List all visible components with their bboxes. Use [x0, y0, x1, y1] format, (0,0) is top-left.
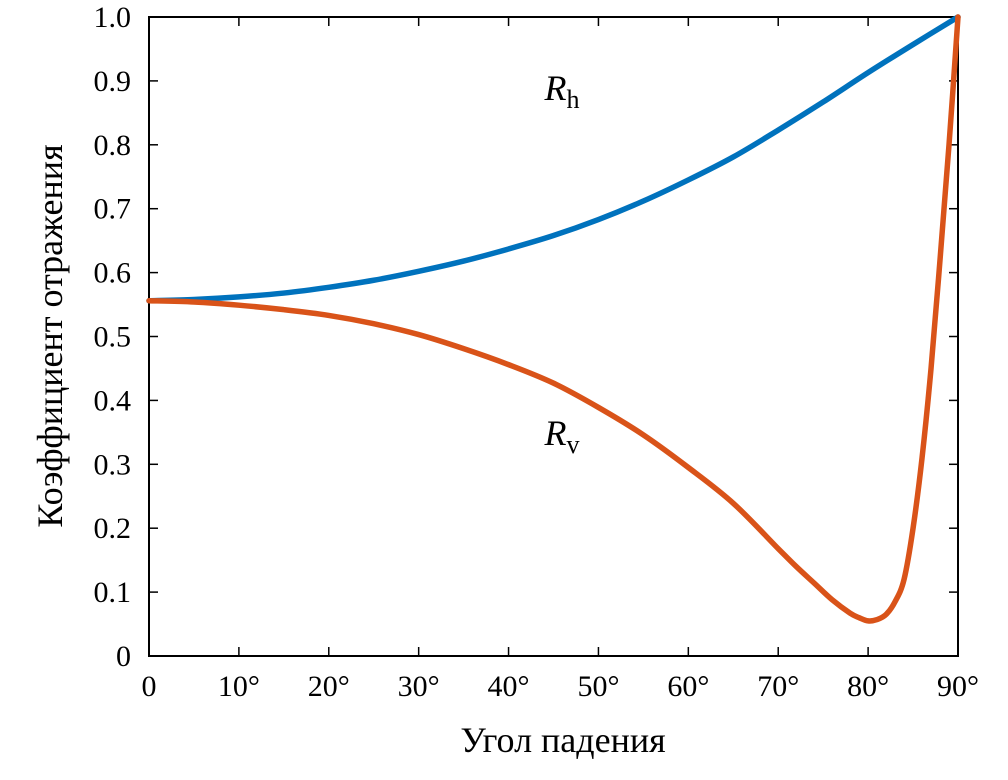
- y-tick-label: 0.7: [94, 193, 132, 226]
- y-tick-label: 0.5: [94, 321, 132, 354]
- y-tick-label: 0.3: [94, 448, 132, 481]
- y-tick-label: 0.2: [94, 512, 132, 545]
- y-tick-label: 0.9: [94, 65, 132, 98]
- x-axis-label: Угол падения: [460, 720, 665, 760]
- curve-label-rv: Rv: [544, 413, 580, 459]
- x-tick-label: 10°: [218, 670, 260, 703]
- plot-frame: [148, 16, 959, 657]
- x-tick-label: 90°: [937, 670, 979, 703]
- x-tick-label: 40°: [488, 670, 530, 703]
- data-series: [146, 14, 961, 624]
- y-tick-label: 1.0: [94, 1, 132, 34]
- curve-label-subscript: h: [567, 85, 580, 114]
- x-tick-label: 80°: [847, 670, 889, 703]
- curve-label-symbol: R: [544, 413, 567, 453]
- x-tick-label: 50°: [577, 670, 619, 703]
- series-line-rv: [146, 14, 961, 624]
- x-tick-label: 60°: [667, 670, 709, 703]
- y-tick-label: 0.8: [94, 129, 132, 162]
- series-line-rh: [146, 14, 961, 304]
- x-tick-label: 20°: [308, 670, 350, 703]
- plot-area-border: [148, 16, 959, 657]
- y-tick-label: 0.6: [94, 257, 132, 290]
- axis-ticks: 0 10° 20° 30° 40° 50° 60° 70° 80° 90° 0 0.1 0.2 0.3 0.…: [94, 1, 980, 703]
- y-axis-label: Коэффициент отражения: [30, 144, 70, 527]
- curve-label-rh: Rh: [544, 68, 580, 114]
- curve-label-subscript: v: [567, 430, 580, 459]
- y-tick-label: 0.1: [94, 576, 132, 609]
- x-tick-label: 30°: [398, 670, 440, 703]
- x-tick-label: 70°: [757, 670, 799, 703]
- x-tick-label: 0: [142, 670, 157, 703]
- y-tick-label: 0: [116, 640, 131, 673]
- curve-label-symbol: R: [544, 68, 567, 108]
- y-tick-label: 0.4: [94, 384, 132, 417]
